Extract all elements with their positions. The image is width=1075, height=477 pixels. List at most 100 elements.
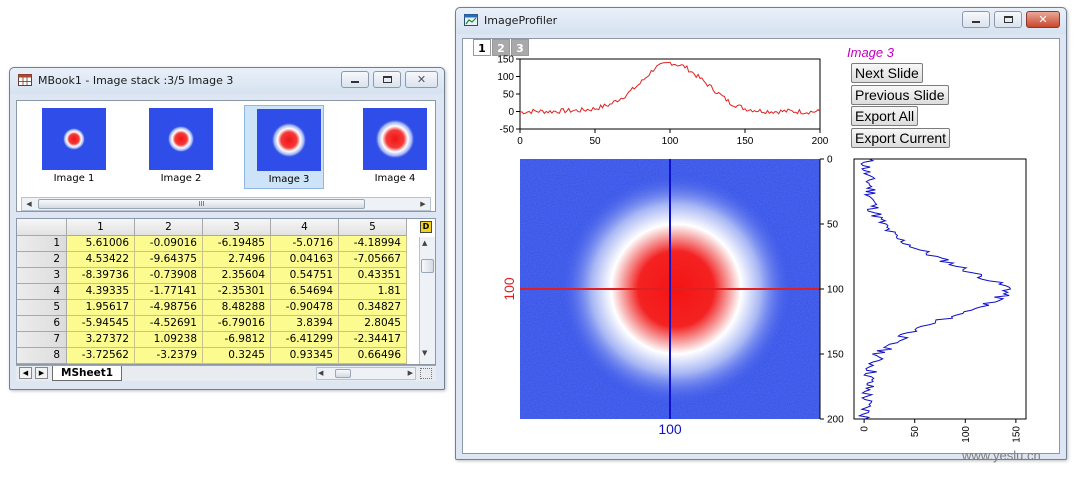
table-cell[interactable]: -4.18994 [339, 236, 407, 252]
table-cell[interactable]: -8.39736 [67, 268, 135, 284]
thumbnail-item[interactable]: Image 4 [351, 105, 431, 189]
thumbnail-scrollbar[interactable]: ◀ III ▶ [21, 197, 431, 211]
scroll-up-icon[interactable]: ▲ [422, 239, 428, 247]
thumbnail-image [149, 108, 213, 170]
row-header[interactable]: 8 [17, 348, 67, 364]
thumbnail-scroll-thumb[interactable]: III [38, 199, 365, 209]
table-cell[interactable]: -6.41299 [271, 332, 339, 348]
table-cell[interactable]: -5.0716 [271, 236, 339, 252]
workbook-titlebar[interactable]: MBook1 - Image stack :3/5 Image 3 ✕ [10, 68, 444, 94]
x-tick-label: 50 [589, 136, 601, 147]
table-cell[interactable]: 2.8045 [339, 316, 407, 332]
table-cell[interactable]: 0.66496 [339, 348, 407, 364]
table-cell[interactable]: -4.52691 [135, 316, 203, 332]
scroll-grip: III [198, 200, 205, 208]
column-header[interactable]: 3 [203, 219, 271, 236]
table-cell[interactable]: 4.39335 [67, 284, 135, 300]
table-cell[interactable]: 0.54751 [271, 268, 339, 284]
row-header[interactable]: 3 [17, 268, 67, 284]
tab-nav-right-icon[interactable]: ▶ [35, 367, 48, 379]
sheet-tab-msheet1[interactable]: MSheet1 [52, 366, 123, 381]
sheet-scroll-right-icon[interactable]: ▶ [407, 369, 413, 377]
row-header[interactable]: 2 [17, 252, 67, 268]
previous-slide-button[interactable]: Previous Slide [851, 84, 949, 105]
grid-vertical-scrollbar[interactable]: ▲ ▼ [419, 237, 435, 364]
table-cell[interactable]: 2.35604 [203, 268, 271, 284]
table-cell[interactable]: 1.09238 [135, 332, 203, 348]
profiler-restore-button[interactable] [994, 11, 1022, 28]
scroll-left-icon[interactable]: ◀ [26, 200, 32, 208]
sheet-scroll-thumb[interactable] [335, 369, 351, 378]
table-cell[interactable]: 6.54694 [271, 284, 339, 300]
column-header[interactable]: 4 [271, 219, 339, 236]
thumbnail-label: Image 4 [374, 173, 416, 184]
profiler-minimize-button[interactable] [962, 11, 990, 28]
profiler-titlebar[interactable]: ImageProfiler ✕ [456, 8, 1066, 34]
column-header[interactable]: 2 [135, 219, 203, 236]
row-header[interactable]: 1 [17, 236, 67, 252]
table-cell[interactable]: 0.34827 [339, 300, 407, 316]
row-header[interactable]: 7 [17, 332, 67, 348]
table-cell[interactable]: 5.61006 [67, 236, 135, 252]
table-cell[interactable]: -6.79016 [203, 316, 271, 332]
table-cell[interactable]: -3.2379 [135, 348, 203, 364]
column-header[interactable]: 5 [339, 219, 407, 236]
sheet-scroll-left-icon[interactable]: ◀ [318, 369, 324, 377]
profiler-title: ImageProfiler [484, 14, 558, 27]
tab-nav-left-icon[interactable]: ◀ [19, 367, 32, 379]
resize-grip-icon[interactable] [420, 368, 432, 379]
table-cell[interactable]: -0.73908 [135, 268, 203, 284]
grid-scroll-thumb[interactable] [421, 259, 434, 273]
table-cell[interactable]: -9.64375 [135, 252, 203, 268]
table-cell[interactable]: -1.77141 [135, 284, 203, 300]
table-cell[interactable]: 8.48288 [203, 300, 271, 316]
table-cell[interactable]: -4.98756 [135, 300, 203, 316]
layer-tab-3[interactable]: 3 [511, 39, 529, 56]
table-cell[interactable]: -2.35301 [203, 284, 271, 300]
image-plot[interactable]: 100 100 [501, 159, 820, 437]
table-cell[interactable]: -3.72562 [67, 348, 135, 364]
export-current-button[interactable]: Export Current [851, 127, 951, 148]
grid-corner[interactable] [17, 219, 67, 236]
export-all-button[interactable]: Export All [851, 106, 919, 126]
workbook-restore-button[interactable] [373, 71, 401, 88]
layer-tab-2[interactable]: 2 [492, 39, 510, 56]
table-cell[interactable]: -0.90478 [271, 300, 339, 316]
table-cell[interactable]: -5.94545 [67, 316, 135, 332]
thumbnail-item[interactable]: Image 3 [244, 105, 324, 189]
table-cell[interactable]: 0.43351 [339, 268, 407, 284]
table-cell[interactable]: -0.09016 [135, 236, 203, 252]
profiler-close-button[interactable]: ✕ [1026, 11, 1060, 28]
table-cell[interactable]: 0.04163 [271, 252, 339, 268]
x-tick-label: 150 [737, 136, 754, 147]
thumbnail-item[interactable]: Image 2 [137, 105, 217, 189]
scroll-down-icon[interactable]: ▼ [422, 349, 428, 357]
table-cell[interactable]: 2.7496 [203, 252, 271, 268]
row-header[interactable]: 5 [17, 300, 67, 316]
row-header[interactable]: 6 [17, 316, 67, 332]
row-header[interactable]: 4 [17, 284, 67, 300]
layer-tab-1[interactable]: 1 [473, 39, 491, 56]
table-cell[interactable]: 0.93345 [271, 348, 339, 364]
table-cell[interactable]: -6.19485 [203, 236, 271, 252]
table-cell[interactable]: 3.27372 [67, 332, 135, 348]
table-cell[interactable]: 3.8394 [271, 316, 339, 332]
table-cell[interactable]: 4.53422 [67, 252, 135, 268]
table-cell[interactable]: 0.3245 [203, 348, 271, 364]
next-slide-button[interactable]: Next Slide [851, 63, 923, 83]
image-stack-thumbnails: Image 1 Image 2 Image 3 Image 4 ◀ III ▶ [16, 100, 436, 212]
workbook-minimize-button[interactable] [341, 71, 369, 88]
column-header[interactable]: 1 [67, 219, 135, 236]
column-type-badge[interactable]: D [420, 221, 432, 233]
thumbnail-item[interactable]: Image 1 [30, 105, 110, 189]
table-cell[interactable]: -6.9812 [203, 332, 271, 348]
y-tick-label: 100 [497, 72, 514, 83]
table-cell[interactable]: 1.81 [339, 284, 407, 300]
table-cell[interactable]: -2.34417 [339, 332, 407, 348]
sheet-hscroll[interactable]: ◀ ▶ [316, 367, 416, 380]
workbook-close-button[interactable]: ✕ [405, 71, 438, 88]
table-cell[interactable]: -7.05667 [339, 252, 407, 268]
table-cell[interactable]: 1.95617 [67, 300, 135, 316]
scroll-right-icon[interactable]: ▶ [420, 200, 426, 208]
